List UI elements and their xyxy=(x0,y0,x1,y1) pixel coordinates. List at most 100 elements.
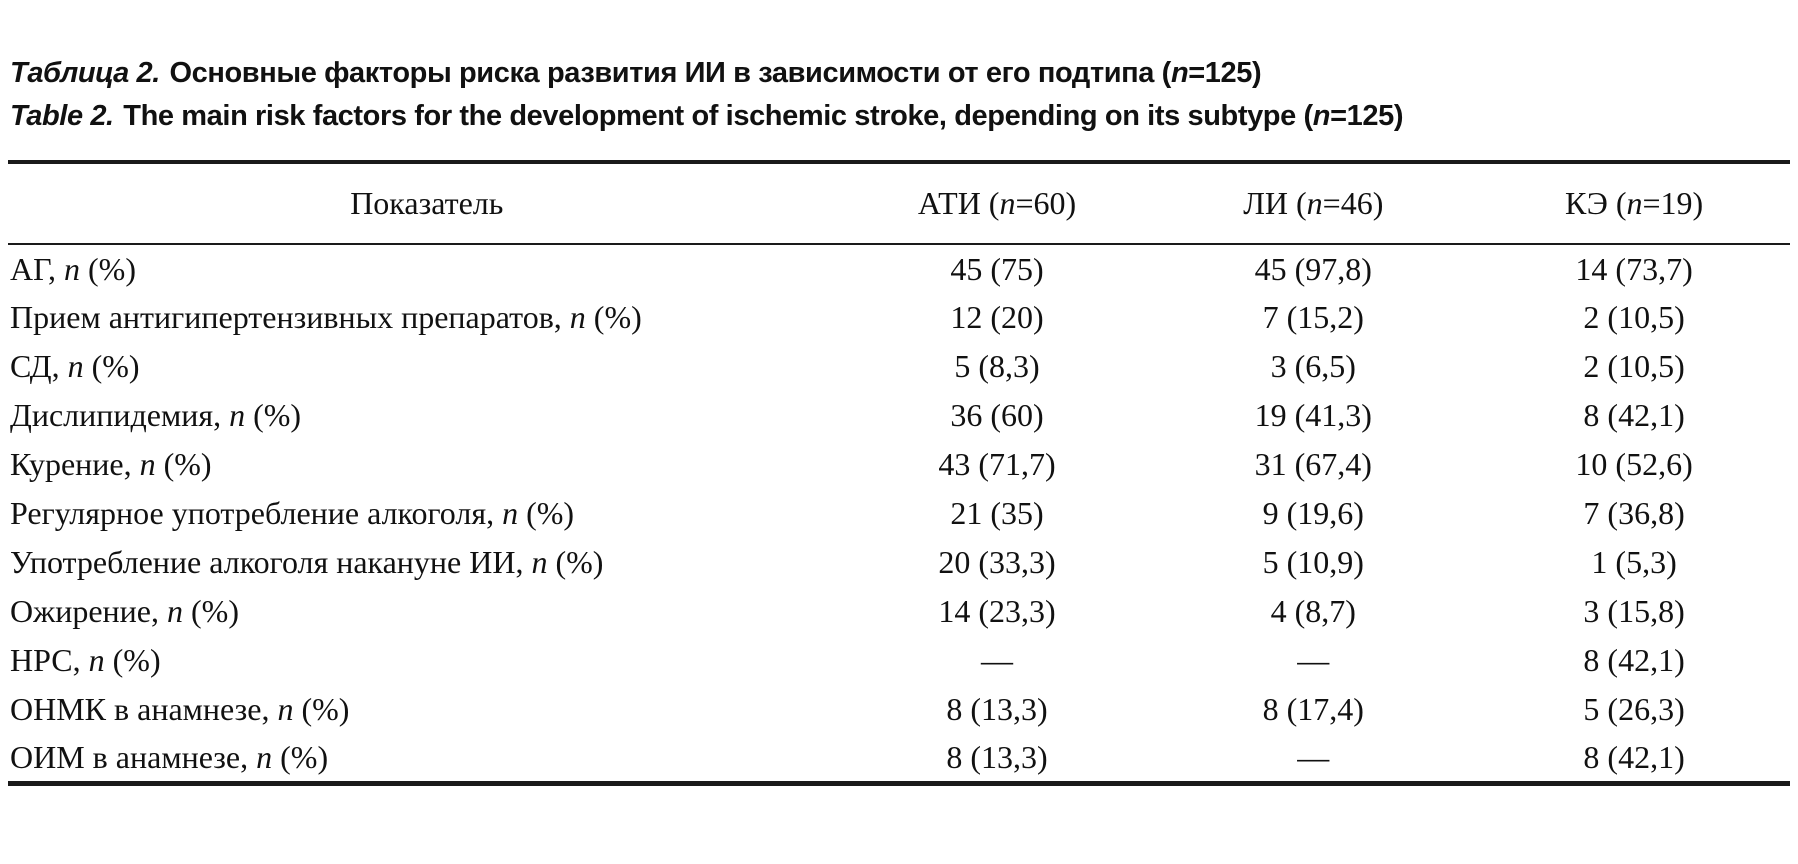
cell-ati: 43 (71,7) xyxy=(938,446,1056,482)
row-label-n: n xyxy=(139,446,156,482)
row-label: НРС, n (%) xyxy=(8,636,846,685)
row-label-text: Дислипидемия, xyxy=(10,397,230,433)
table-row: ОИМ в анамнезе, n (%) 8 (13,3) — 8 (42,1… xyxy=(8,734,1790,783)
cell-li: 19 (41,3) xyxy=(1254,397,1372,433)
row-label-suffix: (%) xyxy=(183,593,239,629)
caption-ru-text: Основные факторы риска развития ИИ в зав… xyxy=(169,57,1171,89)
row-label: АГ, n (%) xyxy=(8,244,846,293)
cell-ke: 5 (26,3) xyxy=(1583,691,1685,727)
cell-ke: 8 (42,1) xyxy=(1583,642,1685,678)
table-row: ОНМК в анамнезе, n (%) 8 (13,3) 8 (17,4)… xyxy=(8,685,1790,734)
cell-ke: 8 (42,1) xyxy=(1583,738,1685,775)
cell-li: 9 (19,6) xyxy=(1262,495,1364,531)
row-label-suffix: (%) xyxy=(245,397,302,433)
column-header-indicator: Показатель xyxy=(8,162,846,245)
row-label-suffix: (%) xyxy=(585,299,642,335)
column-header-ati-n: n xyxy=(999,185,1016,221)
table-row: Прием антигипертензивных препаратов, n (… xyxy=(8,293,1790,342)
row-label-suffix: (%) xyxy=(83,348,140,384)
row-label: Употребление алкоголя накануне ИИ, n (%) xyxy=(8,538,846,587)
row-label: Курение, n (%) xyxy=(8,440,846,489)
cell-li: — xyxy=(1297,738,1330,775)
row-label-text: Ожирение, xyxy=(10,593,167,629)
cell-li: 45 (97,8) xyxy=(1254,250,1372,287)
row-label-text: НРС, xyxy=(10,642,89,678)
column-header-li-tail: =46) xyxy=(1322,185,1384,221)
caption-en-text: The main risk factors for the developmen… xyxy=(123,100,1313,132)
column-header-ke: КЭ (n=19) xyxy=(1478,162,1790,245)
row-label-n: n xyxy=(502,495,519,531)
cell-li: — xyxy=(1297,642,1330,678)
row-label-suffix: (%) xyxy=(293,691,350,727)
column-header-ke-n: n xyxy=(1626,185,1643,221)
table-row: Употребление алкоголя накануне ИИ, n (%)… xyxy=(8,538,1790,587)
table-row: СД, n (%) 5 (8,3) 3 (6,5) 2 (10,5) xyxy=(8,342,1790,391)
cell-li: 4 (8,7) xyxy=(1270,593,1356,629)
row-label: Прием антигипертензивных препаратов, n (… xyxy=(8,293,846,342)
caption-en-label: Table 2. xyxy=(10,100,114,132)
row-label-text: ОНМК в анамнезе, xyxy=(10,691,278,727)
cell-ke: 10 (52,6) xyxy=(1575,446,1693,482)
row-label-n: n xyxy=(167,593,183,629)
cell-li: 31 (67,4) xyxy=(1254,446,1372,482)
row-label-n: n xyxy=(229,397,246,433)
cell-ke: 2 (10,5) xyxy=(1583,299,1685,335)
row-label: СД, n (%) xyxy=(8,342,846,391)
caption-ru-tail: =125) xyxy=(1188,57,1262,89)
row-label-n: n xyxy=(64,250,80,287)
cell-ati: 21 (35) xyxy=(950,495,1044,531)
row-label: Дислипидемия, n (%) xyxy=(8,391,846,440)
row-label-n: n xyxy=(569,299,586,335)
row-label-text: АГ, xyxy=(10,250,64,287)
row-label-text: Прием антигипертензивных препаратов, xyxy=(10,299,570,335)
table-caption: Таблица 2. Основные факторы риска развити… xyxy=(0,0,1798,138)
cell-ati: 5 (8,3) xyxy=(954,348,1040,384)
column-header-ati: АТИ (n=60) xyxy=(845,162,1149,245)
caption-en-n: n xyxy=(1312,100,1331,132)
risk-factors-table: Показатель АТИ (n=60) ЛИ (n=46) КЭ (n=19… xyxy=(8,160,1790,786)
cell-ke: 3 (15,8) xyxy=(1583,593,1685,629)
row-label: ОИМ в анамнезе, n (%) xyxy=(8,734,846,783)
row-label-n: n xyxy=(256,738,273,775)
table-row: АГ, n (%) 45 (75) 45 (97,8) 14 (73,7) xyxy=(8,244,1790,293)
cell-ke: 2 (10,5) xyxy=(1583,348,1685,384)
cell-li: 3 (6,5) xyxy=(1270,348,1356,384)
caption-ru-label: Таблица 2. xyxy=(10,57,160,89)
cell-ke: 14 (73,7) xyxy=(1575,250,1693,287)
caption-ru-n: n xyxy=(1170,57,1189,89)
row-label-n: n xyxy=(88,642,105,678)
cell-ati: 8 (13,3) xyxy=(946,738,1048,775)
cell-ati: 36 (60) xyxy=(950,397,1044,433)
table-row: Регулярное употребление алкоголя, n (%) … xyxy=(8,489,1790,538)
column-header-ati-tail: =60) xyxy=(1015,185,1077,221)
row-label-suffix: (%) xyxy=(155,446,212,482)
column-header-ke-text: КЭ ( xyxy=(1564,185,1627,221)
cell-ati: 45 (75) xyxy=(950,250,1044,287)
cell-li: 7 (15,2) xyxy=(1262,299,1364,335)
row-label: ОНМК в анамнезе, n (%) xyxy=(8,685,846,734)
cell-ati: — xyxy=(981,642,1013,678)
row-label-text: Курение, xyxy=(10,446,140,482)
cell-ke: 8 (42,1) xyxy=(1583,397,1685,433)
caption-en: Table 2. The main risk factors for the de… xyxy=(10,95,1788,138)
column-header-ati-text: АТИ ( xyxy=(917,185,1000,221)
cell-ati: 14 (23,3) xyxy=(938,593,1056,629)
table-row: Ожирение, n (%) 14 (23,3) 4 (8,7) 3 (15,… xyxy=(8,587,1790,636)
table-row: Курение, n (%) 43 (71,7) 31 (67,4) 10 (5… xyxy=(8,440,1790,489)
table-row: Дислипидемия, n (%) 36 (60) 19 (41,3) 8 … xyxy=(8,391,1790,440)
row-label-n: n xyxy=(67,348,84,384)
cell-ati: 8 (13,3) xyxy=(946,691,1048,727)
header-row: Показатель АТИ (n=60) ЛИ (n=46) КЭ (n=19… xyxy=(8,162,1790,245)
caption-ru: Таблица 2. Основные факторы риска развити… xyxy=(10,52,1788,95)
cell-ke: 1 (5,3) xyxy=(1591,544,1677,580)
cell-li: 8 (17,4) xyxy=(1262,691,1364,727)
row-label-text: Регулярное употребление алкоголя, xyxy=(10,495,503,531)
cell-ati: 20 (33,3) xyxy=(938,544,1056,580)
cell-li: 5 (10,9) xyxy=(1262,544,1364,580)
row-label-suffix: (%) xyxy=(518,495,575,531)
row-label-suffix: (%) xyxy=(104,642,161,678)
row-label: Ожирение, n (%) xyxy=(8,587,846,636)
row-label-n: n xyxy=(531,544,548,580)
column-header-li: ЛИ (n=46) xyxy=(1148,162,1479,245)
